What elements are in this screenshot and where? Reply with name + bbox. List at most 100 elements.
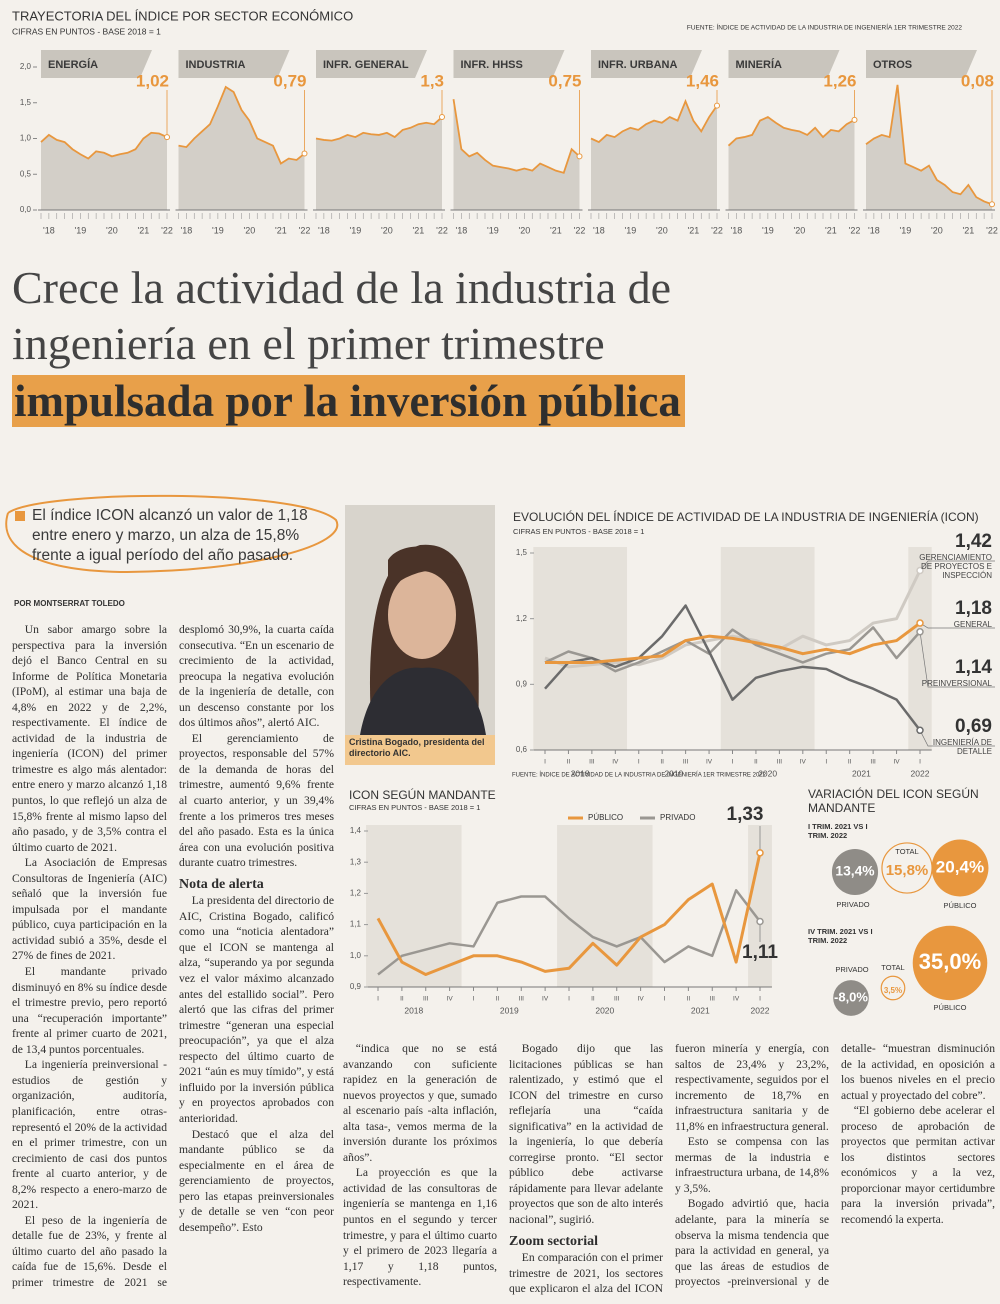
- x-tick-label: I: [759, 996, 761, 1003]
- x-tick-label: '19: [625, 225, 637, 235]
- line: [590, 98, 718, 144]
- y-tick-label: 1,2: [516, 614, 528, 623]
- paragraph: La Asociación de Empresas Consultoras de…: [12, 856, 167, 963]
- x-tick-label: '20: [794, 225, 806, 235]
- x-tick-label: III: [777, 759, 783, 766]
- year-band: [557, 825, 653, 987]
- series-line: [377, 889, 761, 976]
- series-name: GENERAL: [953, 620, 992, 629]
- category-label: PÚBLICO: [934, 1003, 967, 1012]
- line: [727, 116, 855, 147]
- panel-tab: [728, 50, 840, 78]
- category-label: TOTAL: [881, 963, 904, 972]
- group-label: IV TRIM. 2021 VS I TRIM. 2022: [808, 927, 873, 945]
- paragraph: En comparación con el primer trimestre d…: [509, 1042, 829, 1296]
- paragraph: “El gobierno debe acelerar el proceso de…: [841, 1104, 995, 1227]
- end-point: [439, 114, 445, 121]
- x-tick-label: '21: [413, 225, 425, 235]
- x-tick-label: II: [591, 996, 595, 1003]
- panel-name: MINERÍA: [736, 58, 783, 71]
- x-tick-label: '18: [318, 225, 330, 235]
- value-label: 1,46: [686, 71, 719, 90]
- line: [452, 99, 581, 174]
- x-tick-label: IV: [800, 759, 807, 766]
- y-tick-label: 1,3: [350, 857, 362, 866]
- series-line: [545, 621, 921, 664]
- paragraph: La presidenta del directorio de AIC, Cri…: [179, 894, 334, 1125]
- line: [40, 131, 168, 160]
- area: [41, 132, 167, 210]
- paragraph: El gerenciamiento de proyectos, responsa…: [179, 731, 334, 870]
- body-left: Un sabor amargo sobre la perspectiva par…: [12, 622, 334, 1296]
- x-tick-label: '18: [43, 225, 55, 235]
- x-tick-label: '22: [711, 225, 723, 235]
- legend-label: PÚBLICO: [588, 813, 623, 822]
- paragraph: Destacó que el alza del mandante público…: [179, 1127, 334, 1234]
- y-tick-label: 1,1: [350, 920, 362, 929]
- paragraph: Bogado dijo que las licitaciones pública…: [509, 1042, 663, 1227]
- category-label: TOTAL: [895, 847, 918, 856]
- icon-subtitle: CIFRAS EN PUNTOS - BASE 2018 = 1: [513, 527, 644, 536]
- line: [865, 84, 993, 206]
- bubble-label: -8,0%: [834, 989, 868, 1004]
- x-tick-label: I: [732, 759, 734, 766]
- photo-face: [388, 571, 456, 659]
- panel-tab: [178, 50, 290, 78]
- x-tick-label: I: [919, 759, 921, 766]
- x-tick-label: '18: [181, 225, 193, 235]
- x-tick-label: '19: [487, 225, 499, 235]
- x-tick-label: '22: [161, 225, 173, 235]
- end-point: [756, 849, 764, 857]
- x-tick-label: III: [683, 759, 689, 766]
- line: [178, 85, 306, 165]
- sector-panel: ENERGÍA 1,02 '18 '19 '20 '21 '22: [38, 50, 173, 235]
- paragraph: La ingeniería preinversional -estudios d…: [12, 1058, 167, 1212]
- series-name: INGENIERÍA DE DETALLE: [932, 738, 992, 756]
- area: [453, 99, 580, 210]
- x-tick-label: '20: [519, 225, 531, 235]
- x-tick-label: III: [589, 759, 595, 766]
- caption-bg: [345, 735, 495, 765]
- x-tick-label: II: [567, 759, 571, 766]
- value-label: 1,18: [955, 598, 992, 619]
- panel-name: INFR. HHSS: [461, 59, 523, 71]
- bubble-label: 20,4%: [936, 858, 984, 877]
- y-tick-label: 2,0: [20, 62, 32, 71]
- x-tick-label: III: [870, 759, 876, 766]
- year-band: [533, 547, 628, 750]
- x-tick-label: '21: [688, 225, 700, 235]
- x-tick-label: '21: [550, 225, 562, 235]
- paragraph: La proyección es que la actividad de las…: [343, 1166, 497, 1289]
- line: [315, 116, 443, 142]
- x-tick-label: I: [544, 759, 546, 766]
- end-label: 1,42 GERENCIAMIENTO DE PROYECTOS E INSPEC…: [914, 531, 992, 580]
- y-tick-label: 1,2: [350, 889, 362, 898]
- year-label: 2021: [691, 1005, 710, 1015]
- bubble: [831, 848, 879, 896]
- x-tick-label: '21: [138, 225, 150, 235]
- icon-source: FUENTE: ÍNDICE DE ACTIVIDAD DE LA INDUST…: [512, 772, 767, 779]
- lead: El índice ICON alcanzó un valor de 1,18 …: [32, 507, 308, 564]
- area: [866, 84, 992, 210]
- x-tick-label: '19: [350, 225, 362, 235]
- end-point: [989, 201, 995, 208]
- bubble: [880, 975, 906, 1001]
- sector-source: FUENTE: ÍNDICE DE ACTIVIDAD DE LA INDUST…: [687, 23, 962, 32]
- photo-fringe: [388, 546, 460, 590]
- area: [316, 117, 442, 210]
- panel-tab: [453, 50, 565, 78]
- y-tick-label: 1,4: [350, 826, 362, 835]
- lead-bullet: [15, 511, 25, 521]
- value-label: 1,33: [727, 804, 764, 825]
- end-point: [301, 150, 308, 157]
- bubble: [931, 839, 989, 897]
- panel-name: INFR. GENERAL: [323, 59, 409, 71]
- x-tick-label: '20: [931, 225, 943, 235]
- value-label: 0,75: [548, 71, 581, 90]
- body-right: “indica que no se está avanzando con suf…: [343, 1041, 995, 1301]
- value-label: 0,79: [273, 71, 306, 90]
- paragraph: Un sabor amargo sobre la perspectiva par…: [12, 623, 167, 854]
- end-point: [714, 102, 720, 109]
- variation-title: VARIACIÓN DEL ICON SEGÚN MANDANTE: [808, 787, 979, 815]
